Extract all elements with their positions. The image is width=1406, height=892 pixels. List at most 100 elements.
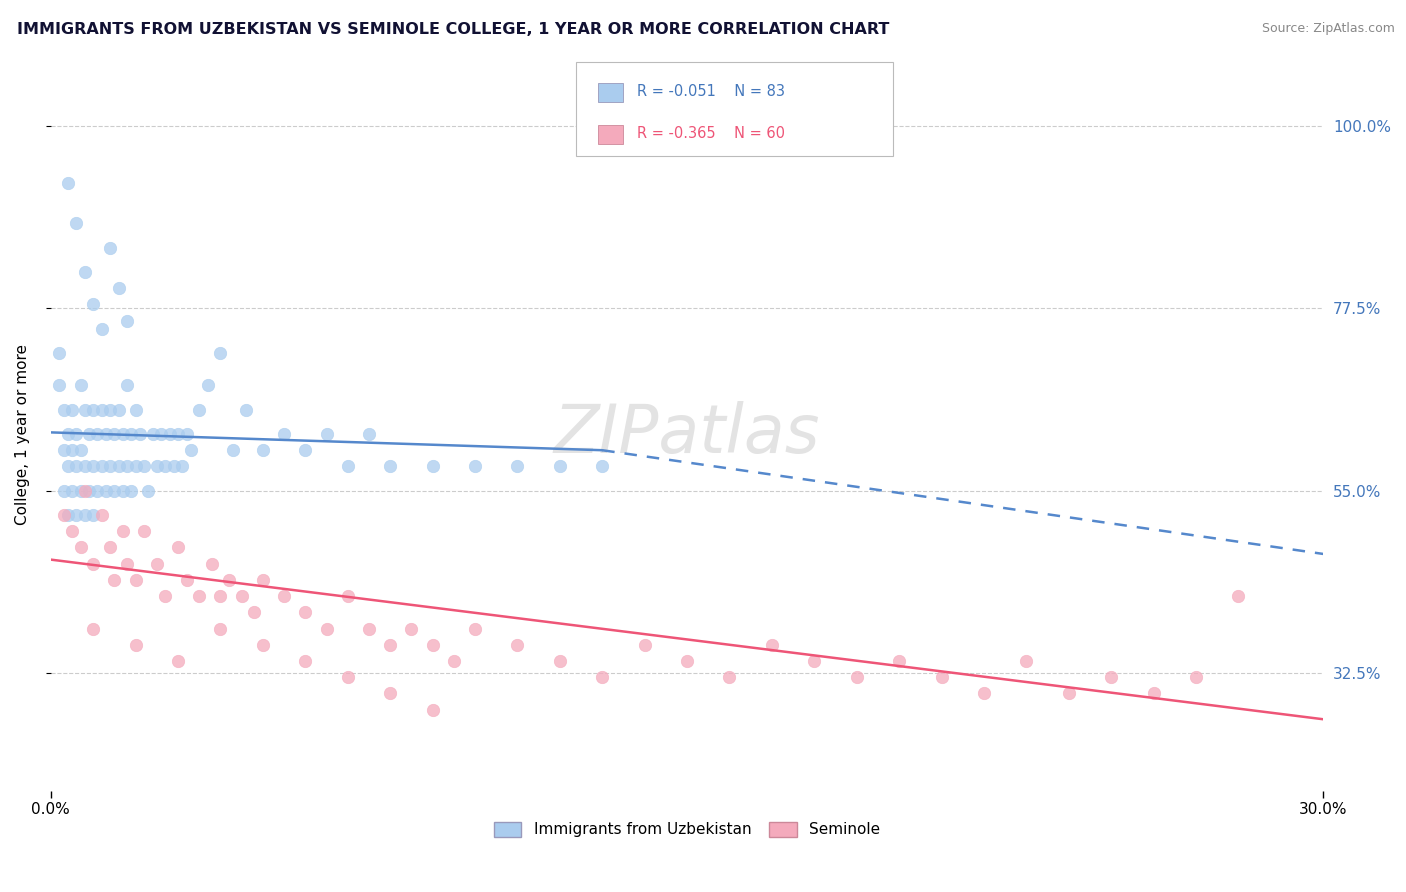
Point [60,483,83,498]
Point [120,483,142,498]
Point [48,378,70,392]
Point [167,541,190,555]
Point [52,508,75,522]
Point [115,557,138,571]
Point [52,443,75,458]
Point [115,378,138,392]
Point [931,670,953,684]
Point [973,686,995,700]
Point [82,297,104,311]
Text: R = -0.365    N = 60: R = -0.365 N = 60 [637,127,785,141]
Point [65,216,87,230]
Point [401,622,423,636]
Point [845,670,868,684]
Point [150,427,173,442]
Point [231,589,253,603]
Point [103,573,125,587]
Point [378,459,401,474]
Point [197,378,219,392]
Point [294,654,316,668]
Point [180,443,202,458]
Point [163,459,186,474]
Point [443,654,465,668]
Point [94,483,117,498]
Text: Source: ZipAtlas.com: Source: ZipAtlas.com [1261,22,1395,36]
Point [209,589,232,603]
Point [73,508,96,522]
Point [273,427,295,442]
Point [65,459,87,474]
Point [209,622,232,636]
Point [120,427,142,442]
Point [887,654,910,668]
Text: ZIPatlas: ZIPatlas [554,401,820,467]
Point [243,605,266,619]
Point [252,573,274,587]
Point [73,402,96,417]
Point [1142,686,1164,700]
Point [86,483,108,498]
Point [129,427,152,442]
Point [98,541,121,555]
Point [1227,589,1250,603]
Point [506,459,529,474]
Point [86,427,108,442]
Point [167,427,190,442]
Point [155,459,177,474]
Point [69,378,91,392]
Point [209,346,232,360]
Point [188,589,211,603]
Point [111,483,134,498]
Point [548,459,571,474]
Point [167,654,190,668]
Point [107,459,129,474]
Point [235,402,257,417]
Point [142,427,165,442]
Point [103,483,125,498]
Point [803,654,825,668]
Point [718,670,741,684]
Point [82,508,104,522]
Point [676,654,699,668]
Point [176,427,198,442]
Point [124,638,146,652]
Point [82,459,104,474]
Point [464,622,486,636]
Point [98,241,121,255]
Point [146,459,169,474]
Point [65,508,87,522]
Point [115,459,138,474]
Point [98,402,121,417]
Point [69,443,91,458]
Point [107,281,129,295]
Point [222,443,245,458]
Point [1185,670,1208,684]
Point [107,402,129,417]
Text: IMMIGRANTS FROM UZBEKISTAN VS SEMINOLE COLLEGE, 1 YEAR OR MORE CORRELATION CHART: IMMIGRANTS FROM UZBEKISTAN VS SEMINOLE C… [17,22,889,37]
Text: R = -0.051    N = 83: R = -0.051 N = 83 [637,85,785,99]
Point [176,573,198,587]
Point [336,670,359,684]
Point [73,265,96,279]
Point [52,483,75,498]
Point [591,459,613,474]
Point [65,427,87,442]
Point [90,402,112,417]
Y-axis label: College, 1 year or more: College, 1 year or more [15,343,30,524]
Point [201,557,224,571]
Point [73,459,96,474]
Point [82,557,104,571]
Point [111,524,134,539]
Point [138,483,160,498]
Point [464,459,486,474]
Point [172,459,194,474]
Point [155,589,177,603]
Point [357,427,380,442]
Point [336,589,359,603]
Point [82,402,104,417]
Point [1057,686,1080,700]
Point [294,605,316,619]
Point [591,670,613,684]
Point [336,459,359,474]
Legend: Immigrants from Uzbekistan, Seminole: Immigrants from Uzbekistan, Seminole [488,816,886,844]
